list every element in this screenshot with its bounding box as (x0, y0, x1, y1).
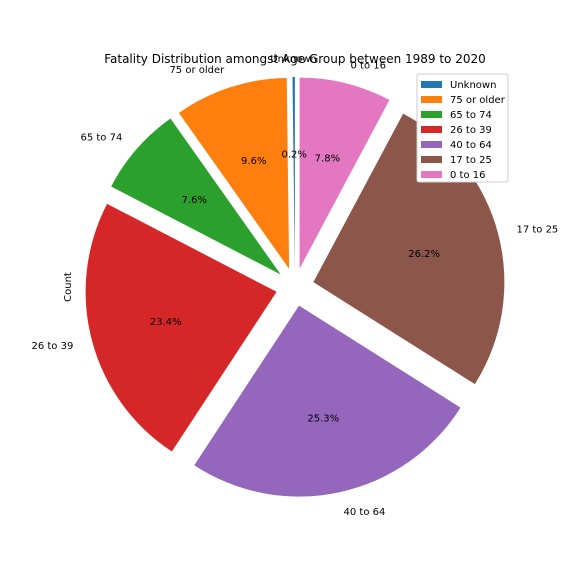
slice-percentage: 26.2% (408, 249, 440, 260)
slice-label: 40 to 64 (344, 507, 386, 518)
pie-slice (85, 203, 277, 452)
legend-label: 65 to 74 (450, 110, 492, 121)
slice-label: 0 to 16 (351, 61, 386, 72)
y-axis-label: Count (63, 272, 74, 302)
legend-swatch (421, 126, 442, 133)
legend-label: Unknown (450, 80, 496, 91)
slice-label: 17 to 25 (516, 224, 558, 235)
legend-swatch (421, 141, 442, 148)
legend-label: 17 to 25 (450, 155, 492, 166)
slice-percentage: 7.8% (315, 153, 340, 164)
slice-label: 65 to 74 (80, 132, 122, 143)
legend-label: 40 to 64 (450, 140, 492, 151)
percentage-labels: 0.2% 9.6% 7.6% 23.4% 25.3% 26.2% 7.8% (150, 149, 440, 424)
slice-label: Unknown (270, 54, 316, 65)
legend: Unknown 75 or older 65 to 74 26 to 39 40 to … (416, 73, 509, 183)
slice-percentage: 23.4% (150, 317, 182, 328)
slice-percentage: 25.3% (307, 414, 339, 425)
legend-swatch (421, 111, 442, 118)
slice-label: 26 to 39 (31, 341, 73, 352)
pie-slice (299, 77, 390, 269)
pie-slice (194, 305, 461, 497)
pie-slice (178, 77, 290, 269)
legend-label: 0 to 16 (450, 170, 485, 181)
slice-label: 75 or older (169, 65, 225, 76)
slice-labels: Unknown 75 or older 65 to 74 26 to 39 40 to … (31, 54, 558, 518)
legend-swatch (421, 96, 442, 103)
legend-label: 75 or older (450, 95, 506, 106)
slice-percentage: 0.2% (281, 149, 306, 160)
slice-percentage: 7.6% (182, 195, 207, 206)
legend-swatch (421, 156, 442, 163)
legend-swatch (421, 81, 442, 88)
legend-swatch (421, 171, 442, 178)
chart-title: Fatality Distribution amongst Age Group … (104, 52, 486, 66)
pie-slice (292, 77, 295, 269)
slice-percentage: 9.6% (241, 156, 266, 167)
legend-label: 26 to 39 (450, 125, 492, 136)
pie-slice (111, 118, 281, 275)
